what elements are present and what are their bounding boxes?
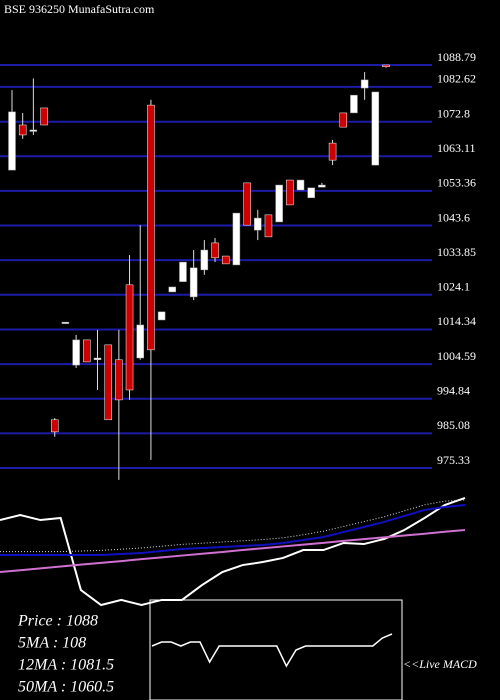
candle-body xyxy=(360,79,369,89)
candle-body xyxy=(125,284,134,391)
indicator-line xyxy=(0,499,466,553)
info-label: 50MA : 1060.5 xyxy=(18,679,114,696)
candle-body xyxy=(328,142,337,161)
candle-body xyxy=(275,184,283,223)
candle-body xyxy=(307,187,315,199)
candle-body xyxy=(136,324,144,359)
candle-body xyxy=(168,286,177,293)
y-tick-label: 1043.6 xyxy=(437,210,470,224)
y-tick-label: 1004.59 xyxy=(437,349,476,363)
info-label: Price : 1088 xyxy=(17,613,98,630)
macd-line xyxy=(151,633,393,668)
candle-body xyxy=(339,112,348,128)
candle-body xyxy=(29,129,38,132)
info-label: 12MA : 1081.5 xyxy=(18,657,114,674)
indicator-line xyxy=(0,504,466,556)
candle-body xyxy=(18,124,27,136)
candle-body xyxy=(286,179,294,206)
candle-body xyxy=(157,311,166,321)
candle-body xyxy=(93,357,102,361)
candle-body xyxy=(115,359,123,401)
y-tick-label: 985.08 xyxy=(437,418,470,432)
candle-body xyxy=(232,212,241,266)
candle-body xyxy=(254,217,262,231)
candle-body xyxy=(83,339,91,363)
y-tick-label: 1024.1 xyxy=(437,280,470,294)
candle-body xyxy=(318,184,326,188)
candle-body xyxy=(61,321,70,324)
candle-body xyxy=(264,214,273,238)
info-label: 5MA : 108 xyxy=(18,635,86,652)
candle-body xyxy=(371,91,380,166)
candle-body xyxy=(179,261,187,282)
candle-body xyxy=(221,255,230,265)
candle-body xyxy=(350,94,358,114)
chart-title: BSE 936250 MunafaSutra.com xyxy=(4,2,155,16)
candle-body xyxy=(8,111,16,171)
candle-body xyxy=(211,242,219,259)
candle-body xyxy=(200,249,209,271)
candle-body xyxy=(243,182,251,226)
y-tick-label: 1088.79 xyxy=(437,50,476,64)
candle-body xyxy=(382,64,390,67)
y-tick-label: 1014.34 xyxy=(437,314,476,328)
candle-body xyxy=(50,419,59,433)
y-tick-label: 994.84 xyxy=(437,383,470,397)
y-tick-label: 1033.85 xyxy=(437,245,476,259)
y-tick-label: 1072.8 xyxy=(437,107,470,121)
y-tick-label: 1082.62 xyxy=(437,72,476,86)
candle-body xyxy=(189,267,198,298)
candle-body xyxy=(104,344,112,421)
candle-body xyxy=(296,179,305,191)
candle-body xyxy=(147,104,155,351)
candle-body xyxy=(40,107,48,126)
y-tick-label: 975.33 xyxy=(437,453,470,467)
macd-label: <<Live MACD xyxy=(403,657,477,671)
indicator-line xyxy=(0,529,466,573)
y-tick-label: 1063.11 xyxy=(437,141,476,155)
candle-body xyxy=(72,339,80,366)
y-tick-label: 1053.36 xyxy=(437,176,476,190)
macd-box xyxy=(149,599,403,700)
